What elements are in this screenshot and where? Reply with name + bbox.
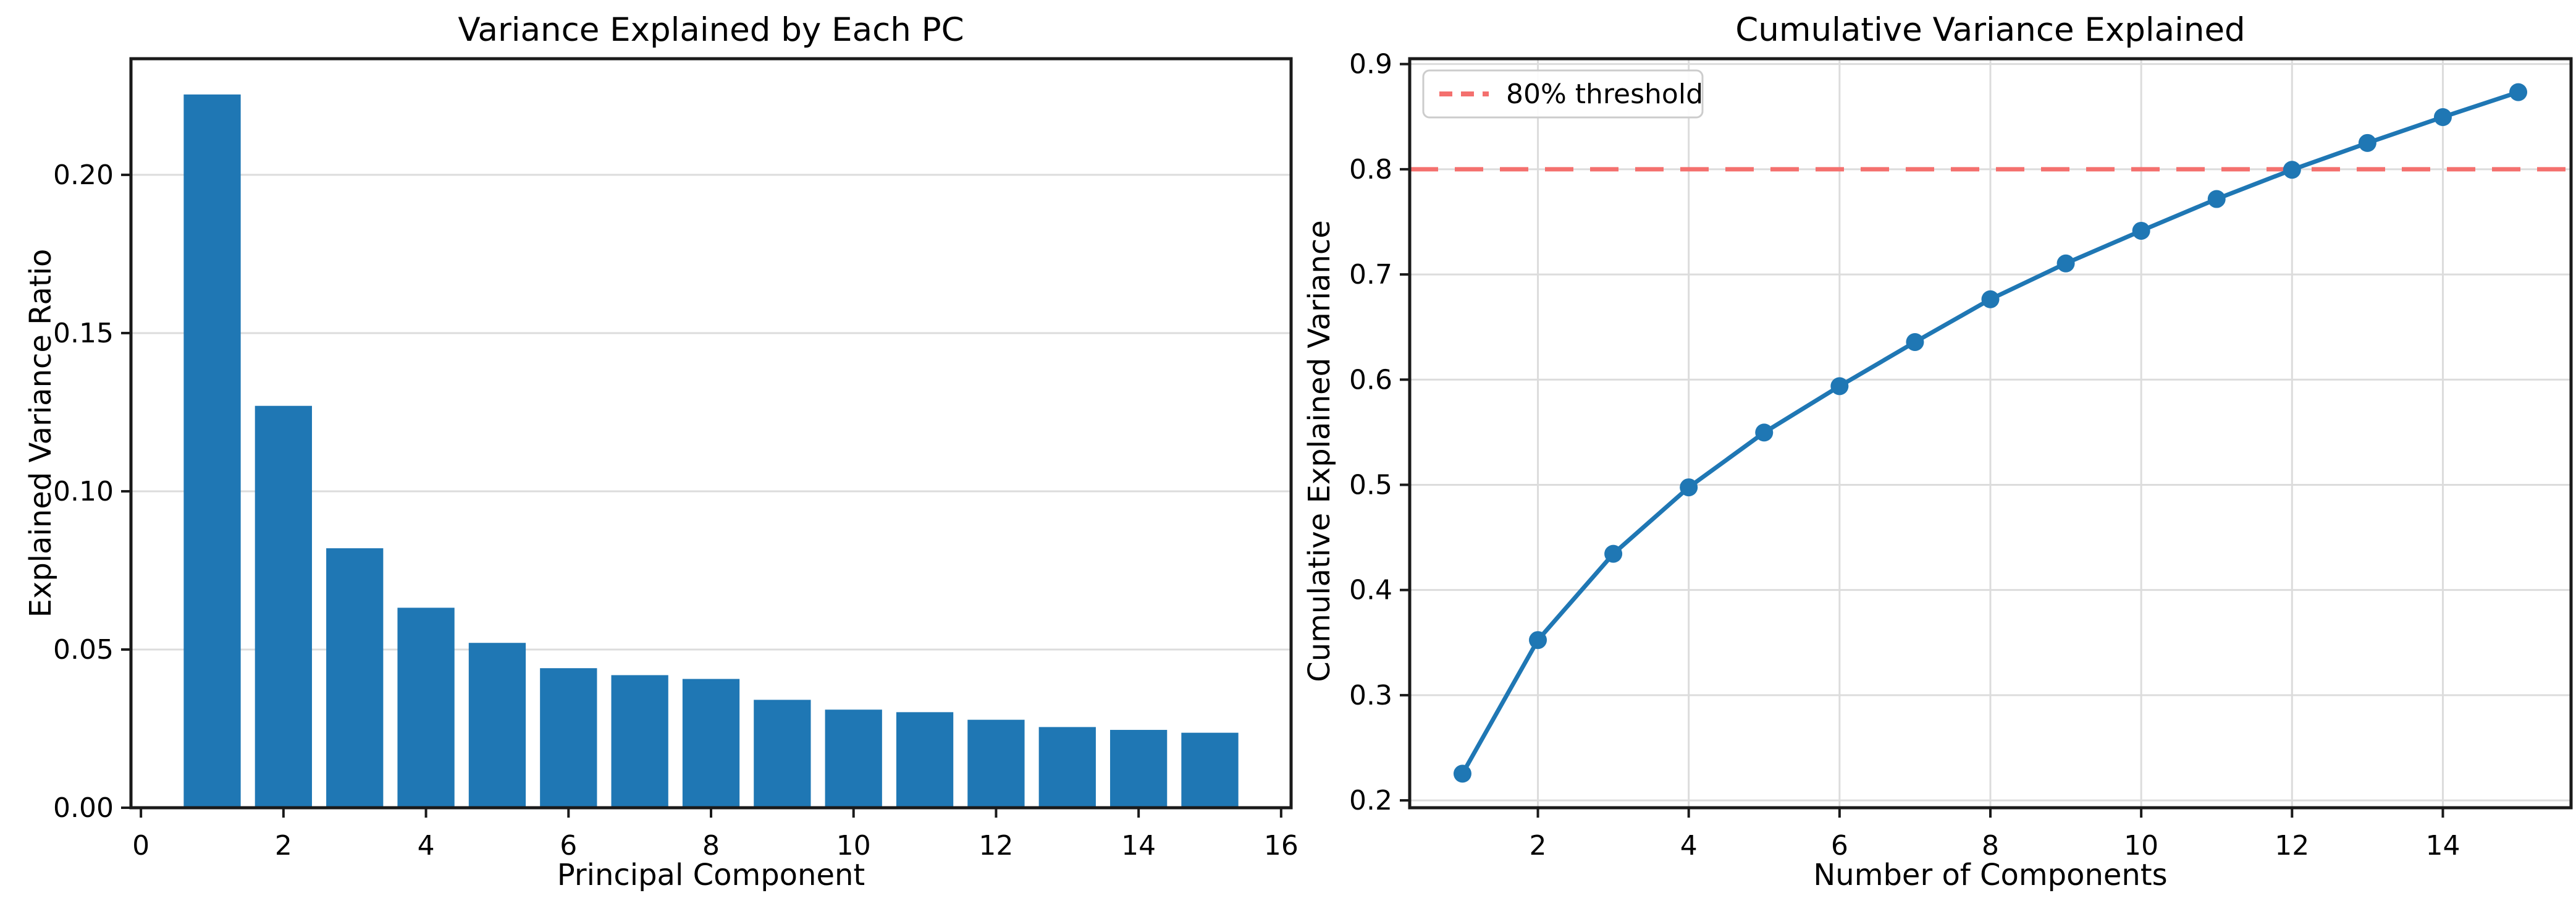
y-tick-label: 0.5 (1349, 469, 1392, 501)
bar (326, 548, 384, 808)
data-point (1906, 333, 1924, 352)
bar (825, 709, 882, 808)
data-point (2056, 254, 2075, 273)
y-tick-label: 0.05 (53, 634, 114, 666)
data-point (1529, 631, 1547, 650)
bar (1181, 732, 1239, 808)
x-tick-label: 10 (836, 830, 871, 862)
data-point (1680, 478, 1698, 497)
y-tick-label: 0.20 (53, 159, 114, 191)
bar (397, 608, 455, 808)
y-axis-label-cumulative: Cumulative Explained Variance (1302, 220, 1337, 682)
y-tick-label: 0.10 (53, 476, 114, 507)
bar (682, 679, 740, 808)
bar (255, 405, 313, 808)
data-point (1755, 423, 1774, 442)
bar (540, 668, 597, 808)
x-tick-label: 4 (418, 830, 435, 862)
data-point (2433, 108, 2452, 126)
y-axis-label-scree: Explained Variance Ratio (23, 249, 58, 618)
x-tick-label: 14 (2425, 830, 2460, 862)
x-tick-label: 12 (2275, 830, 2309, 862)
data-point (1604, 544, 1623, 563)
x-tick-label: 2 (275, 830, 292, 862)
y-tick-label: 0.2 (1349, 785, 1392, 816)
x-tick-label: 10 (2124, 830, 2158, 862)
x-tick-label: 16 (1264, 830, 1299, 862)
y-tick-label: 0.00 (53, 792, 114, 824)
x-axis-label-scree: Principal Component (557, 858, 865, 892)
y-tick-label: 0.6 (1349, 364, 1392, 396)
x-axis-label-cumulative: Number of Components (1813, 858, 2167, 892)
legend: 80% threshold (1422, 69, 1704, 119)
data-point (1830, 377, 1849, 396)
x-tick-label: 0 (132, 830, 149, 862)
data-point (1981, 290, 2000, 308)
y-tick-label: 0.4 (1349, 575, 1392, 606)
data-point (2207, 190, 2226, 208)
y-tick-label: 0.7 (1349, 259, 1392, 290)
bar (611, 675, 668, 808)
x-tick-label: 4 (1680, 830, 1698, 862)
x-tick-label: 8 (702, 830, 720, 862)
data-point (2358, 133, 2376, 152)
x-tick-label: 2 (1530, 830, 1547, 862)
bar (1038, 727, 1096, 808)
scree-chart: 0 2 4 6 8 10 12 14 16 0.00 0.05 0.10 0.15 0.20 (53, 57, 1299, 862)
y-tick-label: 0.9 (1349, 49, 1392, 80)
data-point (2132, 221, 2150, 240)
bar (754, 700, 811, 808)
chart-title-cumulative: Cumulative Variance Explained (1735, 11, 2245, 49)
y-tick-label: 0.8 (1349, 154, 1392, 185)
bar (1109, 730, 1168, 808)
chart-title-scree: Variance Explained by Each PC (458, 11, 964, 49)
data-point (2509, 83, 2528, 101)
legend-label: 80% threshold (1506, 78, 1703, 110)
cumulative-chart: 2 4 6 8 10 12 14 0.2 0.3 0.4 0.5 0.6 0.7 0.8 0.9 (1349, 49, 2573, 862)
bar (468, 643, 526, 808)
legend-box (1422, 69, 1704, 119)
bar (967, 719, 1025, 808)
x-tick-label: 8 (1982, 830, 1999, 862)
x-tick-label: 14 (1121, 830, 1156, 862)
x-tick-label: 12 (979, 830, 1013, 862)
y-tick-label: 0.15 (53, 318, 114, 349)
bar (896, 712, 954, 808)
data-point (2283, 161, 2301, 179)
bar (183, 94, 241, 808)
data-point (1453, 764, 1471, 783)
x-tick-label: 6 (560, 830, 577, 862)
x-tick-label: 6 (1831, 830, 1848, 862)
y-tick-label: 0.3 (1349, 680, 1392, 711)
